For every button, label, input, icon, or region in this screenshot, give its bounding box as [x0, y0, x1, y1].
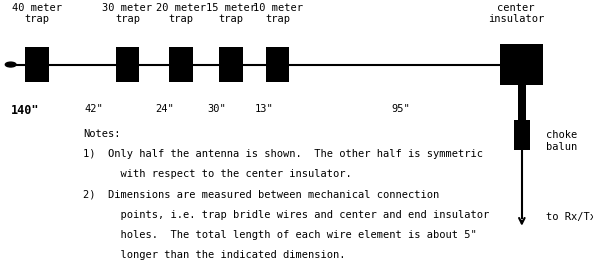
Bar: [219, 47, 243, 82]
Text: to Rx/Tx: to Rx/Tx: [546, 211, 593, 222]
Text: longer than the indicated dimension.: longer than the indicated dimension.: [83, 250, 346, 260]
Text: 42": 42": [84, 104, 103, 114]
Text: 95": 95": [391, 104, 410, 114]
Text: 30": 30": [207, 104, 226, 114]
Bar: [266, 47, 289, 82]
Bar: [169, 47, 193, 82]
Text: 10 meter
trap: 10 meter trap: [253, 3, 302, 24]
Text: 24": 24": [155, 104, 174, 114]
Circle shape: [5, 62, 16, 67]
Text: 2)  Dimensions are measured between mechanical connection: 2) Dimensions are measured between mecha…: [83, 190, 439, 200]
Text: 13": 13": [255, 104, 274, 114]
Bar: [500, 44, 543, 86]
Bar: [116, 47, 139, 82]
Text: 40 meter
trap: 40 meter trap: [12, 3, 62, 24]
Text: 15 meter
trap: 15 meter trap: [206, 3, 256, 24]
Text: 1)  Only half the antenna is shown.  The other half is symmetric: 1) Only half the antenna is shown. The o…: [83, 149, 483, 159]
Bar: [25, 47, 49, 82]
Text: points, i.e. trap bridle wires and center and end insulator: points, i.e. trap bridle wires and cente…: [83, 210, 489, 220]
Bar: [518, 86, 526, 121]
Text: choke
balun: choke balun: [546, 130, 577, 153]
Bar: [514, 121, 530, 150]
Text: 30 meter
trap: 30 meter trap: [103, 3, 152, 24]
Text: with respect to the center insulator.: with respect to the center insulator.: [83, 169, 352, 179]
Text: 20 meter
trap: 20 meter trap: [156, 3, 206, 24]
Text: center
insulator: center insulator: [488, 3, 544, 24]
Text: 140": 140": [11, 104, 39, 116]
Text: Notes:: Notes:: [83, 129, 120, 139]
Text: holes.  The total length of each wire element is about 5": holes. The total length of each wire ele…: [83, 230, 477, 240]
